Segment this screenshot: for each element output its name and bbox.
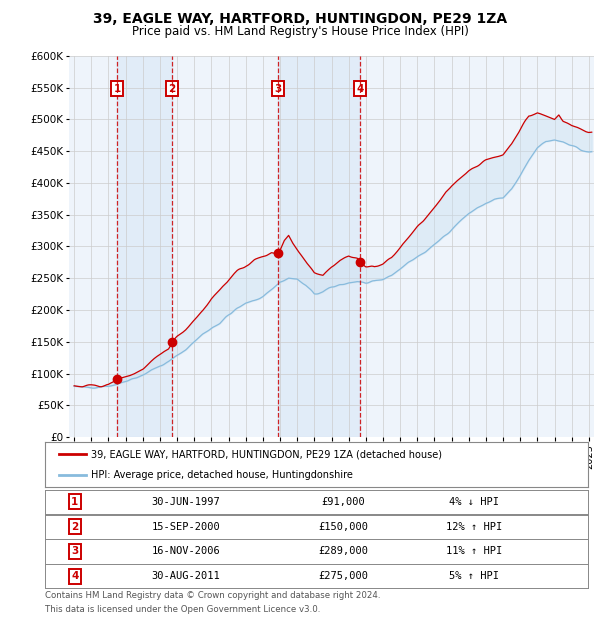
- Text: This data is licensed under the Open Government Licence v3.0.: This data is licensed under the Open Gov…: [45, 605, 320, 614]
- Text: 39, EAGLE WAY, HARTFORD, HUNTINGDON, PE29 1ZA (detached house): 39, EAGLE WAY, HARTFORD, HUNTINGDON, PE2…: [91, 449, 442, 459]
- Text: 39, EAGLE WAY, HARTFORD, HUNTINGDON, PE29 1ZA: 39, EAGLE WAY, HARTFORD, HUNTINGDON, PE2…: [93, 12, 507, 27]
- Text: 3: 3: [71, 546, 79, 557]
- Text: 5% ↑ HPI: 5% ↑ HPI: [449, 571, 499, 582]
- Text: £289,000: £289,000: [319, 546, 368, 557]
- Text: 3: 3: [274, 84, 281, 94]
- Text: 12% ↑ HPI: 12% ↑ HPI: [446, 521, 502, 532]
- Text: HPI: Average price, detached house, Huntingdonshire: HPI: Average price, detached house, Hunt…: [91, 469, 353, 480]
- Bar: [117, 56, 172, 437]
- Text: 2: 2: [71, 521, 79, 532]
- Text: 2: 2: [169, 84, 176, 94]
- Text: £91,000: £91,000: [322, 497, 365, 507]
- Bar: [278, 56, 360, 437]
- Text: £275,000: £275,000: [319, 571, 368, 582]
- Text: 30-AUG-2011: 30-AUG-2011: [152, 571, 221, 582]
- Text: Contains HM Land Registry data © Crown copyright and database right 2024.: Contains HM Land Registry data © Crown c…: [45, 591, 380, 601]
- Text: 16-NOV-2006: 16-NOV-2006: [152, 546, 221, 557]
- Text: 4: 4: [356, 84, 364, 94]
- Text: 4% ↓ HPI: 4% ↓ HPI: [449, 497, 499, 507]
- Text: 30-JUN-1997: 30-JUN-1997: [152, 497, 221, 507]
- Text: 1: 1: [113, 84, 121, 94]
- Text: 4: 4: [71, 571, 79, 582]
- Text: 1: 1: [71, 497, 79, 507]
- Text: 15-SEP-2000: 15-SEP-2000: [152, 521, 221, 532]
- Text: 11% ↑ HPI: 11% ↑ HPI: [446, 546, 502, 557]
- Text: £150,000: £150,000: [319, 521, 368, 532]
- Text: Price paid vs. HM Land Registry's House Price Index (HPI): Price paid vs. HM Land Registry's House …: [131, 25, 469, 38]
